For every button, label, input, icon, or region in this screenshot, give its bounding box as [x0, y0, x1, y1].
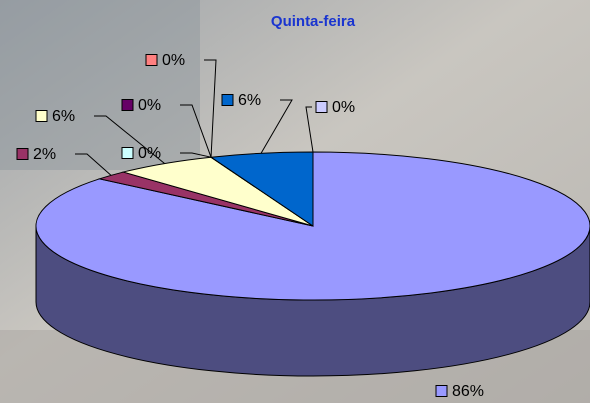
data-label: 6%	[52, 108, 75, 125]
data-label: 0%	[138, 145, 161, 162]
background-shade	[0, 0, 200, 170]
data-label: 0%	[138, 97, 161, 114]
chart: Quinta-feira 86% 2% 6% 0% 0% 0% 6% 0%	[0, 0, 590, 403]
data-label: 86%	[452, 383, 484, 400]
legend-swatch	[17, 149, 28, 160]
legend-swatch	[436, 386, 447, 397]
data-label: 0%	[332, 99, 355, 116]
legend-swatch	[122, 100, 133, 111]
legend-swatch	[146, 55, 157, 66]
legend-swatch	[222, 95, 233, 106]
legend-swatch	[36, 111, 47, 122]
legend-swatch	[122, 148, 133, 159]
chart-title: Quinta-feira	[271, 13, 356, 30]
data-label: 0%	[162, 52, 185, 69]
data-label: 2%	[33, 146, 56, 163]
data-label: 6%	[238, 92, 261, 109]
legend-swatch	[316, 102, 327, 113]
